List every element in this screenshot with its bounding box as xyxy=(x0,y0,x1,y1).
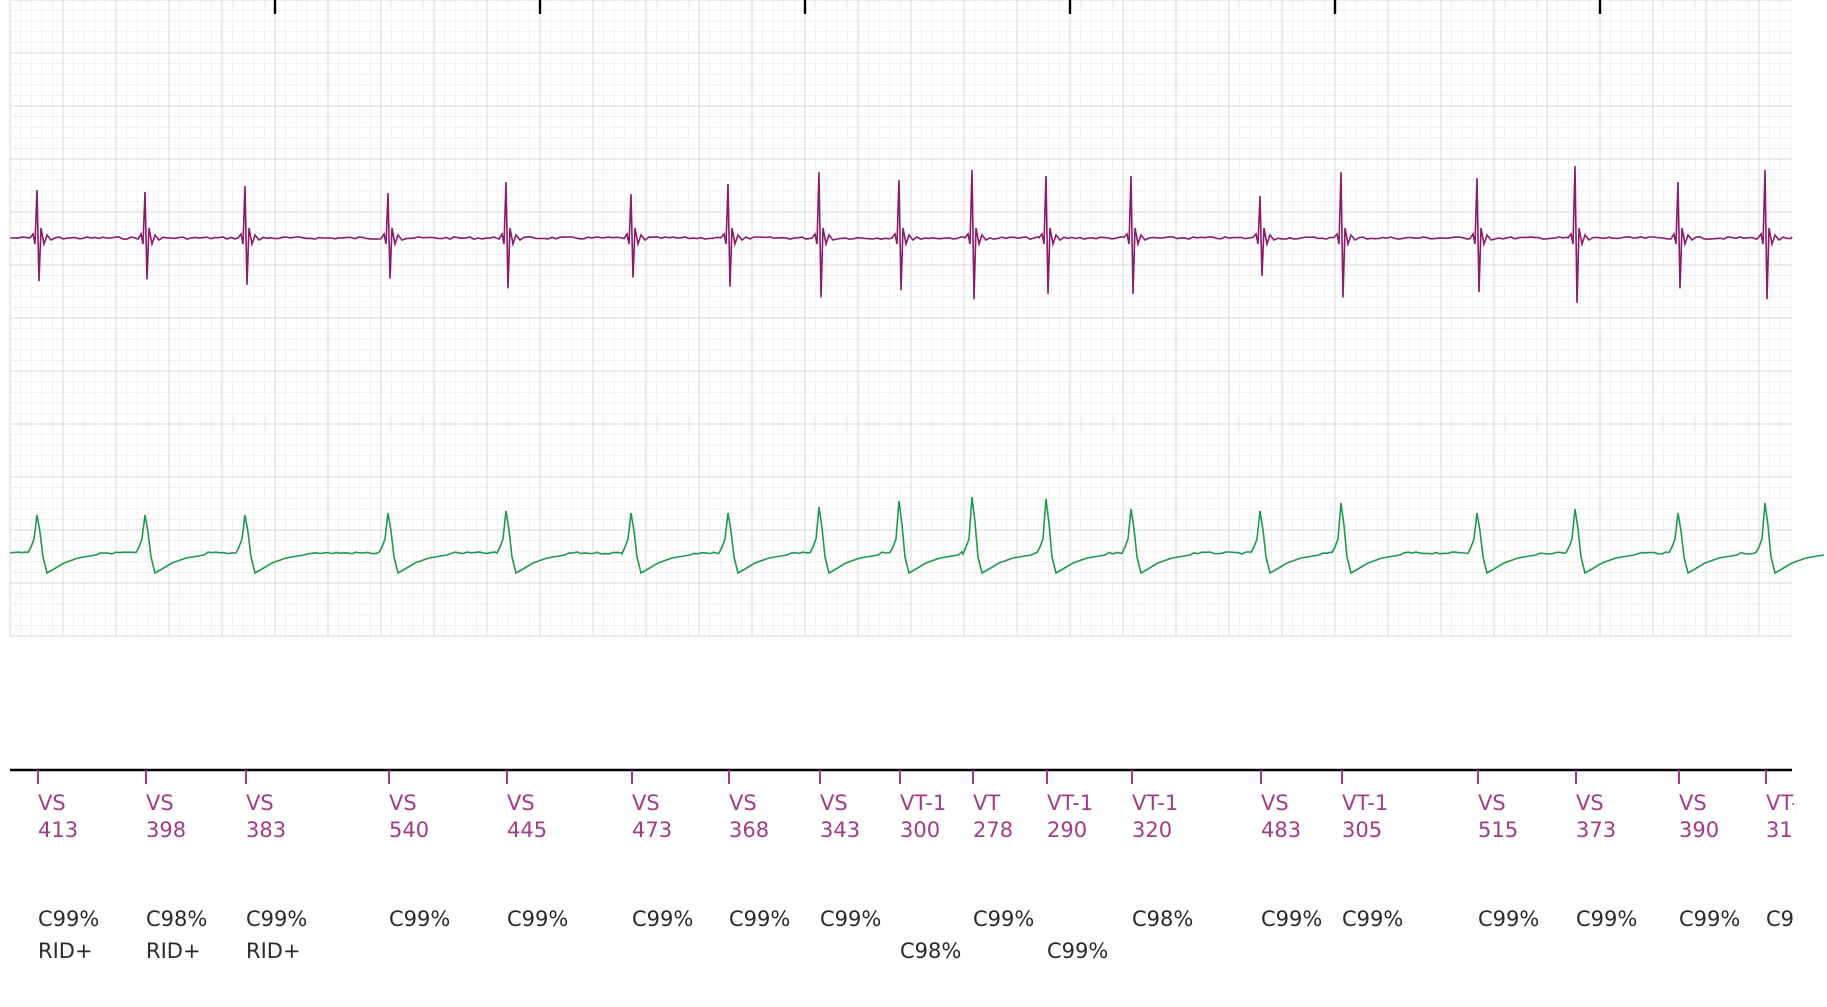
marker-rid-label: RID+ xyxy=(38,939,93,963)
marker-type-label: VS xyxy=(146,791,174,815)
beat-marker: VS 540 C99% xyxy=(388,770,450,931)
beat-marker: VT 278 C99% xyxy=(972,770,1034,931)
marker-confidence-label: C99% xyxy=(729,907,790,931)
marker-type-label: VS xyxy=(507,791,535,815)
marker-type-label: VS xyxy=(246,791,274,815)
marker-type-label: VT-1 xyxy=(1047,791,1093,815)
marker-confidence-label: C9 xyxy=(1766,907,1794,931)
marker-confidence-label: C99% xyxy=(1047,939,1108,963)
channel-2-trace xyxy=(9,496,1825,575)
ecg-grid xyxy=(9,0,1792,637)
marker-confidence-label: C99% xyxy=(632,907,693,931)
beat-marker: VS 413 C99% RID+ xyxy=(37,770,99,963)
marker-type-label: VT-1 xyxy=(1132,791,1178,815)
marker-interval-label: 31 xyxy=(1766,818,1793,842)
marker-interval-label: 368 xyxy=(729,818,769,842)
marker-interval-label: 473 xyxy=(632,818,672,842)
marker-type-label: VT-1 xyxy=(900,791,946,815)
marker-interval-label: 373 xyxy=(1576,818,1616,842)
beat-marker: VS 343 C99% xyxy=(819,770,881,931)
beat-marker: VT-1 320 C98% xyxy=(1131,770,1193,931)
marker-type-label: VS xyxy=(389,791,417,815)
marker-confidence-label: C99% xyxy=(507,907,568,931)
marker-rid-label: RID+ xyxy=(246,939,301,963)
marker-interval-label: 305 xyxy=(1342,818,1382,842)
marker-confidence-label: C98% xyxy=(900,939,961,963)
channel-1-trace xyxy=(10,165,1793,303)
marker-confidence-label: C99% xyxy=(38,907,99,931)
marker-rid-label: RID+ xyxy=(146,939,201,963)
marker-interval-label: 413 xyxy=(38,818,78,842)
marker-confidence-label: C99% xyxy=(973,907,1034,931)
marker-type-label: VT-1 xyxy=(1342,791,1388,815)
marker-type-label: VS xyxy=(729,791,757,815)
marker-type-label: VS xyxy=(1679,791,1707,815)
marker-confidence-label: C98% xyxy=(1132,907,1193,931)
beat-marker: VS 373 C99% xyxy=(1575,770,1637,931)
marker-interval-label: 540 xyxy=(389,818,429,842)
beat-marker: VS 368 C99% xyxy=(728,770,790,931)
time-ticks xyxy=(273,0,1602,14)
marker-interval-label: 290 xyxy=(1047,818,1087,842)
marker-confidence-label: C99% xyxy=(1679,907,1740,931)
marker-type-label: VS xyxy=(38,791,66,815)
marker-type-label: VS xyxy=(1576,791,1604,815)
marker-interval-label: 445 xyxy=(507,818,547,842)
marker-type-label: VS xyxy=(1261,791,1289,815)
marker-confidence-label: C99% xyxy=(1261,907,1322,931)
marker-interval-label: 278 xyxy=(973,818,1013,842)
beat-marker: VT-1 290 C99% xyxy=(1046,770,1108,963)
beat-marker: VS 383 C99% RID+ xyxy=(245,770,307,963)
marker-confidence-label: C99% xyxy=(1576,907,1637,931)
beat-marker: VS 483 C99% xyxy=(1260,770,1322,931)
marker-type-label: VT xyxy=(973,791,1000,815)
marker-interval-label: 483 xyxy=(1261,818,1301,842)
marker-type-label: VT-1 xyxy=(1766,791,1812,815)
marker-interval-label: 390 xyxy=(1679,818,1719,842)
marker-confidence-label: C99% xyxy=(1342,907,1403,931)
marker-interval-label: 300 xyxy=(900,818,940,842)
beat-marker: VS 445 C99% xyxy=(506,770,568,931)
marker-confidence-label: C99% xyxy=(1478,907,1539,931)
marker-type-label: VS xyxy=(820,791,848,815)
marker-confidence-label: C98% xyxy=(146,907,207,931)
beat-marker: VT-1 305 C99% xyxy=(1341,770,1403,931)
marker-interval-label: 320 xyxy=(1132,818,1172,842)
marker-type-label: VS xyxy=(632,791,660,815)
beat-marker: VS 473 C99% xyxy=(631,770,693,931)
marker-channel: VS413C99%RID+VS398C98%RID+VS383C99%RID+V… xyxy=(37,770,1812,963)
beat-marker: VS 515 C99% xyxy=(1477,770,1539,931)
marker-interval-label: 398 xyxy=(146,818,186,842)
beat-marker: VT-1 300 C98% xyxy=(899,770,961,963)
marker-confidence-label: C99% xyxy=(820,907,881,931)
marker-interval-label: 383 xyxy=(246,818,286,842)
beat-marker: VS 398 C98% RID+ xyxy=(145,770,207,963)
marker-interval-label: 343 xyxy=(820,818,860,842)
marker-confidence-label: C99% xyxy=(389,907,450,931)
marker-interval-label: 515 xyxy=(1478,818,1518,842)
marker-type-label: VS xyxy=(1478,791,1506,815)
marker-confidence-label: C99% xyxy=(246,907,307,931)
beat-marker: VS 390 C99% xyxy=(1678,770,1740,931)
beat-marker: VT-1 31 C9 xyxy=(1765,770,1812,931)
